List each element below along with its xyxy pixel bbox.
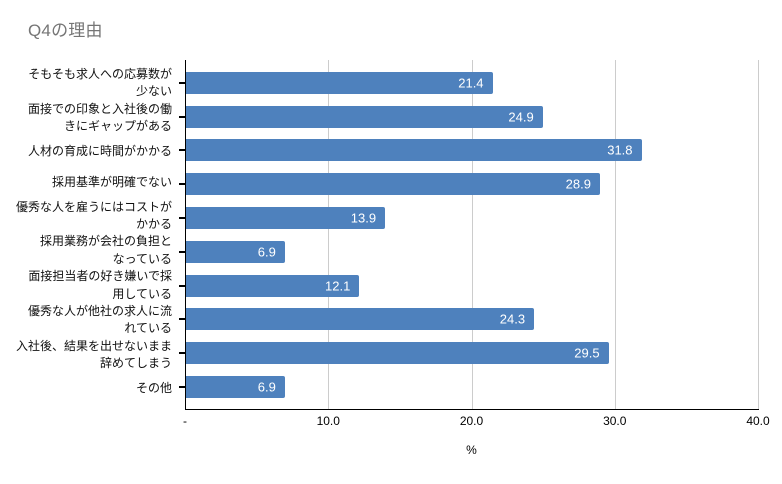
category-label: 優秀な人が他社の求人に流 れている xyxy=(27,303,172,336)
y-axis-tick xyxy=(179,81,192,84)
bar-row: 24.3 xyxy=(179,303,759,337)
bar: 12.1 xyxy=(186,274,360,297)
y-axis-tick xyxy=(179,183,192,186)
gridline xyxy=(614,60,616,409)
bar-row: 12.1 xyxy=(179,269,759,303)
y-axis-tick xyxy=(179,352,192,355)
bar-row: 24.9 xyxy=(179,100,759,134)
x-tick-label: 10.0 xyxy=(316,414,340,428)
y-axis-tick xyxy=(179,250,192,253)
y-axis-tick xyxy=(179,386,192,389)
bar-row: 31.8 xyxy=(179,134,759,168)
bar: 6.9 xyxy=(186,240,285,263)
bar-value-label: 24.9 xyxy=(508,109,534,125)
gridline xyxy=(328,60,330,409)
category-label: そもそも求人への応募数が 少ない xyxy=(28,67,172,99)
gridline xyxy=(471,60,473,409)
bar: 21.4 xyxy=(186,71,493,94)
x-tick-label: 30.0 xyxy=(603,414,627,428)
bar-value-label: 6.9 xyxy=(257,379,276,395)
bar-row: 29.5 xyxy=(179,336,759,370)
bar: 6.9 xyxy=(186,376,285,399)
bar-value-label: 21.4 xyxy=(458,75,484,91)
bar-row: 13.9 xyxy=(179,201,759,235)
bar-value-label: 29.5 xyxy=(574,345,600,361)
category-label: その他 xyxy=(135,380,172,395)
x-axis-tick-labels: - 10.0 20.0 30.0 40.0 xyxy=(183,414,770,430)
y-axis-tick xyxy=(179,115,192,118)
category-axis-labels: そもそも求人への応募数が 少ない 面接での印象と入社後の働 きにギャップがある人材… xyxy=(0,66,172,404)
bar-row: 6.9 xyxy=(179,370,759,404)
x-tick-label: 20.0 xyxy=(459,414,484,428)
y-axis-tick xyxy=(179,149,192,152)
bar-value-label: 12.1 xyxy=(325,278,351,294)
bar-value-label: 6.9 xyxy=(257,244,276,260)
category-label: 採用基準が明確でない xyxy=(51,175,172,190)
bar-row: 28.9 xyxy=(179,167,759,201)
x-tick-label: 40.0 xyxy=(746,414,770,428)
x-tick-label: - xyxy=(183,414,187,428)
bar-row: 6.9 xyxy=(179,235,759,269)
bar-rows: 21.4 24.9 31.8 28.9 13.9 6.9 12.1 24.3 29.5 6.9 xyxy=(179,66,759,404)
category-label: 採用業務が会社の負担と なっている xyxy=(39,234,172,266)
bar-value-label: 31.8 xyxy=(607,142,633,158)
bar: 29.5 xyxy=(186,342,609,365)
plot-area: 21.4 24.9 31.8 28.9 13.9 6.9 12.1 24.3 29.5 6.9 xyxy=(179,60,759,410)
category-label: 面接担当者の好き嫌いで採 用している xyxy=(28,269,172,301)
category-label: 入社後、結果を出せないまま 辞めてしまう xyxy=(15,338,172,371)
bar: 24.9 xyxy=(186,105,543,128)
chart-title: Q4の理由 xyxy=(28,21,103,40)
y-axis-tick xyxy=(179,284,192,287)
x-axis-title: % xyxy=(466,443,477,457)
bar: 31.8 xyxy=(186,139,642,162)
bar-value-label: 24.3 xyxy=(499,311,526,327)
gridline xyxy=(758,60,759,409)
bar-value-label: 13.9 xyxy=(350,210,377,226)
category-label: 人材の育成に時間がかかる xyxy=(27,143,172,158)
bar-value-label: 28.9 xyxy=(565,176,591,192)
y-axis-tick xyxy=(179,318,192,321)
bar: 13.9 xyxy=(186,207,386,230)
category-label: 面接での印象と入社後の働 きにギャップがある xyxy=(27,101,172,134)
category-label: 優秀な人を雇うにはコストが かかる xyxy=(15,199,172,231)
y-axis-tick xyxy=(179,217,192,220)
bar-row: 21.4 xyxy=(179,66,759,100)
bar: 24.3 xyxy=(186,308,535,331)
bar: 28.9 xyxy=(186,173,600,196)
